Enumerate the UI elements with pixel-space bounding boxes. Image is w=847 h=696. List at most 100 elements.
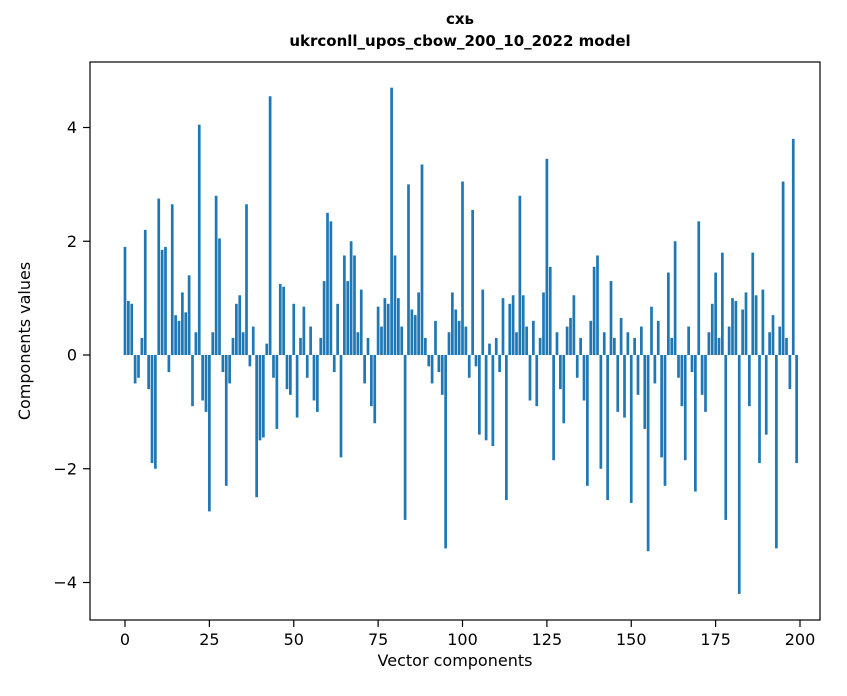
bar	[748, 355, 751, 407]
x-tick-label: 150	[616, 630, 647, 649]
bar	[454, 309, 458, 355]
bar	[633, 337, 636, 355]
bar	[329, 221, 333, 355]
bar	[272, 355, 275, 378]
bar	[424, 337, 427, 355]
bar	[123, 246, 127, 355]
bar	[626, 332, 630, 355]
bar	[535, 355, 539, 407]
bar	[407, 184, 410, 356]
bar	[181, 292, 184, 355]
bar	[643, 355, 647, 429]
bar	[154, 355, 157, 469]
bar	[457, 320, 461, 356]
bar	[366, 337, 370, 355]
bar	[133, 355, 137, 384]
x-axis-label: Vector components	[378, 651, 533, 670]
y-tick-label: 4	[67, 118, 77, 137]
bar	[677, 355, 680, 378]
bar	[673, 241, 677, 355]
bar	[376, 306, 380, 355]
bar	[292, 303, 296, 355]
y-tick-label: −4	[53, 573, 77, 592]
bar	[400, 326, 404, 355]
bar	[319, 337, 323, 355]
bar	[484, 355, 488, 441]
bar	[343, 255, 346, 355]
bar	[683, 355, 687, 461]
bar	[731, 298, 734, 356]
bar	[734, 300, 738, 355]
bar	[251, 326, 255, 355]
bar	[359, 289, 363, 355]
bar	[616, 355, 620, 412]
bar	[255, 355, 258, 498]
bar	[690, 355, 694, 373]
bar	[309, 326, 312, 355]
bar	[268, 96, 272, 355]
bar	[599, 355, 603, 469]
bar	[413, 315, 417, 355]
bar	[663, 355, 667, 486]
bar	[768, 332, 771, 355]
bar	[646, 355, 650, 552]
bar	[528, 355, 532, 401]
bar	[312, 355, 316, 401]
bar	[194, 332, 198, 355]
bar	[322, 281, 326, 355]
x-tick-label: 0	[120, 630, 130, 649]
bar	[704, 355, 707, 412]
bar	[474, 355, 478, 367]
bar	[687, 326, 690, 355]
bar	[555, 332, 559, 355]
bar	[670, 337, 674, 355]
bar	[167, 355, 171, 373]
bar	[187, 275, 191, 356]
bar	[326, 212, 329, 355]
bar	[609, 281, 613, 355]
bar	[420, 164, 424, 355]
bar	[248, 355, 252, 367]
x-tick-label: 100	[447, 630, 478, 649]
bar	[224, 355, 228, 486]
bar	[461, 181, 464, 355]
bar	[589, 320, 593, 356]
bar	[788, 355, 792, 390]
bar	[238, 295, 242, 355]
bar	[373, 355, 377, 424]
bar	[160, 249, 164, 355]
x-axis-ticks: 0 25 50 75 100 125 150 175 200	[120, 620, 815, 649]
bar	[694, 355, 697, 492]
bar	[130, 303, 134, 355]
bar	[707, 332, 711, 355]
bar	[143, 229, 147, 356]
bar	[174, 315, 177, 355]
bar	[758, 355, 761, 464]
bar	[488, 343, 491, 356]
bar	[650, 306, 653, 355]
bar	[265, 343, 269, 356]
bar	[427, 355, 431, 367]
bar	[710, 303, 714, 355]
bar	[727, 326, 731, 355]
bar	[299, 337, 302, 355]
bar	[208, 355, 211, 512]
bar	[552, 355, 555, 461]
bar	[201, 355, 204, 401]
bar	[521, 295, 525, 355]
bar	[575, 355, 579, 378]
bar	[498, 355, 501, 373]
bar	[619, 318, 623, 355]
bar	[235, 303, 238, 355]
bar	[717, 337, 721, 355]
bar	[150, 355, 154, 464]
bar	[559, 355, 562, 390]
bar	[667, 272, 670, 355]
bar	[380, 326, 383, 355]
bar	[390, 87, 393, 355]
bar	[606, 355, 609, 501]
bar	[680, 355, 684, 407]
bar	[586, 355, 589, 486]
bar	[525, 326, 528, 355]
